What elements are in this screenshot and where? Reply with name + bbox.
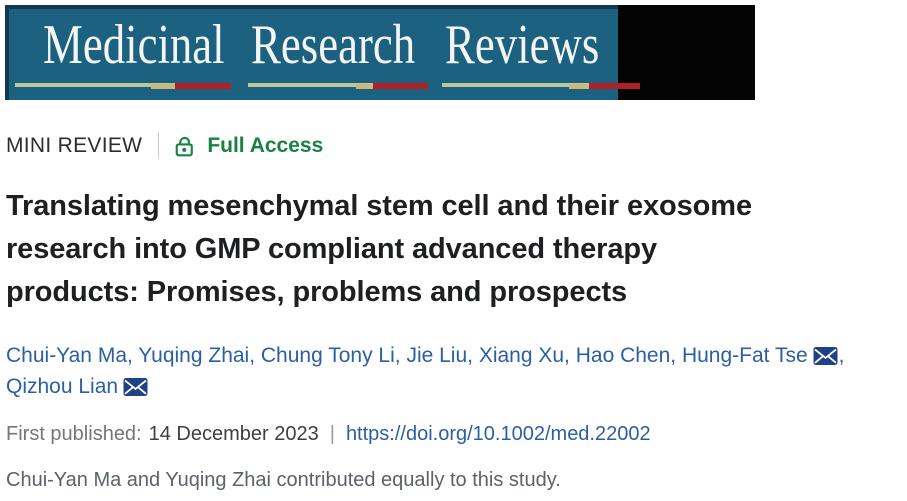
title-line-3: products: Promises, problems and prospec…	[6, 276, 628, 308]
banner-underline-sage-2	[248, 83, 394, 87]
author-separator: ,	[249, 344, 261, 367]
author-separator: ,	[838, 344, 845, 367]
unlocked-padlock-icon	[175, 136, 194, 156]
banner-underline-red-3	[589, 83, 640, 89]
journal-banner[interactable]: Medicinal Research Reviews	[5, 5, 755, 100]
author-link[interactable]: Chung Tony Li	[260, 344, 395, 367]
banner-underline-tan-3	[569, 84, 591, 89]
author-separator: ,	[564, 344, 576, 367]
publication-row: First published: 14 December 2023 | http…	[6, 423, 907, 446]
full-access-badge: Full Access	[173, 133, 323, 159]
author-separator: ,	[670, 344, 682, 367]
first-published-label: First published:	[6, 423, 142, 445]
doi-link[interactable]: https://doi.org/10.1002/med.22002	[345, 423, 651, 445]
banner-word-medicinal: Medicinal	[43, 14, 225, 76]
author-link[interactable]: Jie Liu	[406, 344, 468, 367]
envelope-icon[interactable]	[123, 378, 148, 396]
full-access-label: Full Access	[207, 133, 324, 157]
author-link[interactable]: Hung-Fat Tse	[681, 344, 808, 367]
pipe-divider: |	[329, 423, 335, 445]
vertical-divider	[158, 132, 160, 159]
banner-underline-red-2	[373, 83, 428, 89]
author-link[interactable]: Xiang Xu	[478, 344, 565, 367]
authors-block: Chui-Yan Ma, Yuqing Zhai, Chung Tony Li,…	[6, 340, 907, 402]
banner-word-research: Research	[251, 14, 416, 76]
author-separator: ,	[127, 344, 139, 367]
banner-underline-sage-3	[442, 83, 590, 87]
banner-word-reviews: Reviews	[445, 14, 600, 76]
banner-underline-tan-1	[151, 84, 177, 89]
article-type-label: MINI REVIEW	[6, 133, 143, 157]
contribution-note: Chui-Yan Ma and Yuqing Zhai contributed …	[6, 469, 561, 491]
authors-line-2: Qizhou Lian	[6, 371, 907, 402]
title-line-1: Translating mesenchymal stem cell and th…	[6, 190, 752, 222]
banner-underline-red-1	[175, 83, 231, 89]
title-line-2: research into GMP compliant advanced the…	[6, 233, 657, 265]
banner-underline-sage-1	[15, 83, 175, 87]
author-link[interactable]: Hao Chen	[575, 344, 671, 367]
author-link[interactable]: Chui-Yan Ma	[6, 344, 127, 367]
authors-line-1: Chui-Yan Ma, Yuqing Zhai, Chung Tony Li,…	[6, 340, 907, 371]
envelope-icon[interactable]	[813, 347, 838, 365]
banner-underline-tan-2	[356, 84, 375, 89]
author-link[interactable]: Yuqing Zhai	[138, 344, 250, 367]
author-separator: ,	[394, 344, 407, 367]
author-separator: ,	[467, 344, 479, 367]
author-link[interactable]: Qizhou Lian	[6, 375, 119, 398]
banner-black-block	[618, 5, 755, 100]
article-meta-row: MINI REVIEW Full Access	[6, 131, 907, 160]
publication-date: 14 December 2023	[148, 423, 319, 445]
article-title: Translating mesenchymal stem cell and th…	[6, 185, 907, 314]
